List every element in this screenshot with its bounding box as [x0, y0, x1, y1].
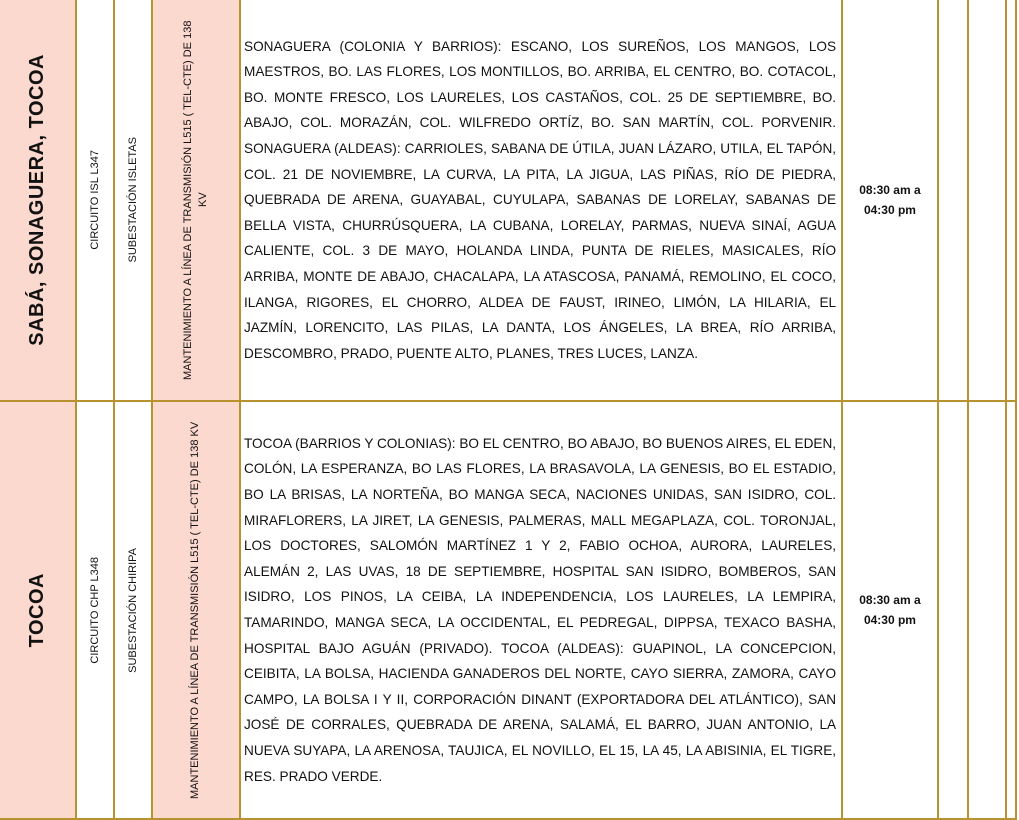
region-cell: TOCOA: [0, 400, 78, 820]
substation: SUBESTACIÓN CHIRIPA: [126, 547, 139, 673]
region-cell: SABÁ, SONAGUERA, TOCOA: [0, 0, 78, 402]
circuit: CIRCUITO ISL L347: [89, 150, 102, 250]
areas-cell: TOCOA (BARRIOS Y COLONIAS): BO EL CENTRO…: [238, 400, 844, 820]
circuit: CIRCUITO CHP L348: [89, 556, 102, 664]
areas-cell: SONAGUERA (COLONIA Y BARRIOS): ESCANO, L…: [238, 0, 844, 402]
work-description: MANTENIMIENTO A LÍNEA DE TRANSMISIÓN L51…: [189, 421, 202, 799]
table-row: SABÁ, SONAGUERA, TOCOA CIRCUITO ISL L347 S…: [0, 0, 1017, 402]
affected-areas: SONAGUERA (COLONIA Y BARRIOS): ESCANO, L…: [244, 38, 837, 361]
time-cell: 08:30 am a 04:30 pm: [841, 400, 939, 820]
work-cell: MANTENIMIENTO A LÍNEA DE TRANSMISIÓN L51…: [150, 400, 242, 820]
circuit-cell: CIRCUITO CHP L348: [75, 400, 116, 820]
affected-areas: TOCOA (BARRIOS Y COLONIAS): BO EL CENTRO…: [244, 435, 837, 784]
empty-cell: [936, 400, 970, 820]
time: 08:30 am a 04:30 pm: [859, 183, 921, 217]
region: SABÁ, SONAGUERA, TOCOA: [26, 54, 49, 346]
substation-cell: SUBESTACIÓN CHIRIPA: [113, 400, 153, 820]
substation: SUBESTACIÓN ISLETAS: [126, 137, 139, 263]
work-description: MANTENIMIENTO A LÍNEA DE TRANSMISIÓN L51…: [181, 20, 209, 380]
empty-cell: [1005, 0, 1017, 402]
table-row: TOCOA CIRCUITO CHP L348 SUBESTACIÓN CHIRIP…: [0, 400, 1017, 820]
time: 08:30 am a 04:30 pm: [859, 593, 921, 627]
empty-cell: [967, 400, 1008, 820]
region: TOCOA: [26, 572, 49, 648]
time-cell: 08:30 am a 04:30 pm: [841, 0, 939, 402]
work-cell: MANTENIMIENTO A LÍNEA DE TRANSMISIÓN L51…: [150, 0, 242, 402]
circuit-cell: CIRCUITO ISL L347: [75, 0, 116, 402]
substation-cell: SUBESTACIÓN ISLETAS: [113, 0, 153, 402]
empty-cell: [1005, 400, 1017, 820]
empty-cell: [967, 0, 1008, 402]
empty-cell: [936, 0, 970, 402]
